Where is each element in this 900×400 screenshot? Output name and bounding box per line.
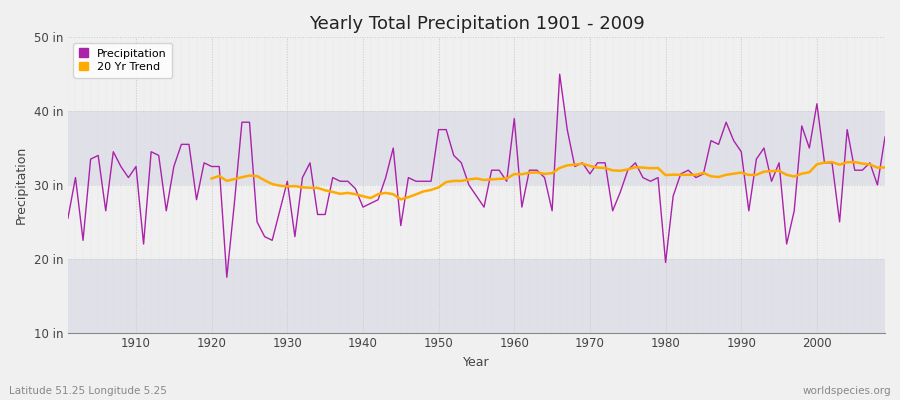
Line: Precipitation: Precipitation — [68, 74, 885, 277]
Precipitation — [221, 275, 232, 280]
20 Yr Trend — [297, 185, 308, 190]
20 Yr Trend — [683, 172, 694, 177]
20 Yr Trend — [774, 168, 785, 173]
Precipitation — [123, 175, 134, 180]
Y-axis label: Precipitation: Precipitation — [15, 146, 28, 224]
20 Yr Trend — [865, 162, 876, 167]
Bar — [68, 185, 885, 259]
Precipitation — [508, 116, 519, 121]
Precipitation — [554, 72, 565, 77]
Precipitation — [615, 190, 626, 195]
20 Yr Trend — [879, 165, 890, 170]
Legend: Precipitation, 20 Yr Trend: Precipitation, 20 Yr Trend — [74, 43, 172, 78]
Precipitation — [342, 179, 353, 184]
Line: 20 Yr Trend: 20 Yr Trend — [212, 162, 885, 199]
Bar — [68, 259, 885, 332]
20 Yr Trend — [206, 176, 217, 181]
20 Yr Trend — [788, 174, 799, 179]
Precipitation — [297, 175, 308, 180]
Text: Latitude 51.25 Longitude 5.25: Latitude 51.25 Longitude 5.25 — [9, 386, 166, 396]
20 Yr Trend — [826, 160, 837, 164]
20 Yr Trend — [418, 189, 429, 194]
Precipitation — [517, 205, 527, 210]
Bar — [68, 111, 885, 185]
Precipitation — [62, 216, 73, 220]
20 Yr Trend — [395, 197, 406, 202]
Title: Yearly Total Precipitation 1901 - 2009: Yearly Total Precipitation 1901 - 2009 — [309, 15, 644, 33]
X-axis label: Year: Year — [464, 356, 490, 369]
Text: worldspecies.org: worldspecies.org — [803, 386, 891, 396]
Precipitation — [879, 134, 890, 139]
Bar — [68, 37, 885, 111]
